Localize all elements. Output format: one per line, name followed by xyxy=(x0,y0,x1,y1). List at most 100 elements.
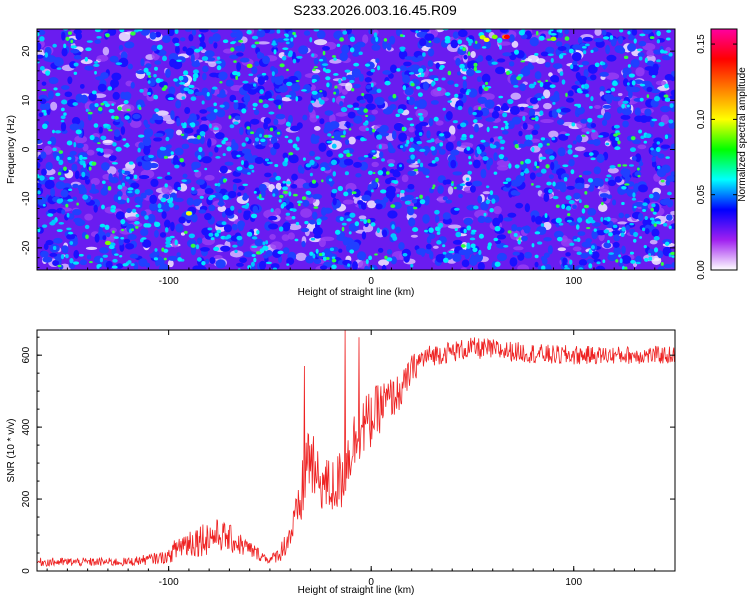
heatmap-blob-core xyxy=(285,94,292,98)
heatmap-blob xyxy=(118,57,129,68)
heatmap-blob xyxy=(347,111,356,119)
heatmap-blob xyxy=(638,161,644,167)
heatmap-blob-core xyxy=(266,161,273,165)
colorbar-label: Normalized spectral amplitude xyxy=(737,67,748,202)
heatmap-blob xyxy=(182,173,188,179)
heatmap-peak xyxy=(399,34,404,37)
heatmap-blob xyxy=(529,172,536,180)
heatmap-blob xyxy=(69,150,77,156)
heatmap-blob-core xyxy=(603,217,609,221)
heatmap-blob-core xyxy=(429,68,433,72)
heatmap-peak xyxy=(238,39,244,43)
heatmap-blob-core xyxy=(563,267,571,270)
heatmap-blob xyxy=(137,200,143,209)
heatmap-blob-core xyxy=(522,115,526,122)
heatmap-blob-core xyxy=(601,62,606,66)
heatmap-light-patch xyxy=(600,108,606,116)
heatmap-blob-core xyxy=(84,224,90,230)
heatmap-blob-core xyxy=(639,236,643,239)
heatmap-blob xyxy=(632,139,641,145)
heatmap-blob-core xyxy=(111,162,118,165)
heatmap-peak xyxy=(537,80,542,83)
heatmap-light-patch xyxy=(470,51,476,59)
heatmap-violet-patch xyxy=(270,241,283,250)
heatmap-blob-core xyxy=(146,71,151,76)
heatmap-blob xyxy=(516,143,527,148)
heatmap-blob xyxy=(386,42,392,51)
heatmap-blob xyxy=(602,104,612,109)
heatmap-blob-core xyxy=(433,116,439,122)
heatmap-blob-core xyxy=(115,62,123,66)
heatmap-blob-core xyxy=(503,245,509,248)
heatmap-blob-core xyxy=(260,138,266,143)
heatmap-blob-core xyxy=(346,149,350,155)
heatmap-blob-core xyxy=(651,118,658,122)
heatmap-blob-core xyxy=(638,129,643,134)
heatmap-blob xyxy=(204,188,214,195)
heatmap-blob-core xyxy=(397,108,404,114)
heatmap-blob-core xyxy=(490,144,497,149)
heatmap-blob xyxy=(486,160,491,171)
heatmap-blob-core xyxy=(619,258,623,264)
heatmap-blob-core xyxy=(302,157,306,161)
heatmap-peak xyxy=(331,136,335,139)
heatmap-blob xyxy=(350,241,360,252)
heatmap-blob-core xyxy=(341,222,347,226)
heatmap-blob xyxy=(371,44,381,51)
heatmap-blob xyxy=(407,170,417,176)
heatmap-peak xyxy=(617,163,622,168)
heatmap-blob xyxy=(633,79,644,85)
heatmap-blob-core xyxy=(280,203,285,209)
heatmap-blob-core xyxy=(447,100,452,103)
heatmap-peak xyxy=(131,228,134,232)
heatmap-blob xyxy=(509,61,515,67)
heatmap-blob xyxy=(603,111,611,121)
heatmap-blob xyxy=(161,211,167,219)
heatmap-blob xyxy=(262,55,270,65)
heatmap-blob-core xyxy=(37,190,41,195)
heatmap-blob xyxy=(195,59,200,67)
heatmap-blob-core xyxy=(305,190,312,196)
heatmap-blob xyxy=(450,149,460,156)
heatmap-blob xyxy=(503,217,513,222)
heatmap-blob xyxy=(162,148,173,157)
heatmap-blob xyxy=(316,30,326,39)
heatmap-blob-core xyxy=(534,254,539,259)
heatmap-blob xyxy=(165,144,172,149)
y-tick-label: 200 xyxy=(21,490,32,507)
heatmap-blob-core xyxy=(45,70,51,76)
heatmap-blob-core xyxy=(658,121,665,127)
heatmap-blob-core xyxy=(283,33,289,36)
heatmap-blob xyxy=(126,208,132,214)
heatmap-blob xyxy=(574,182,585,190)
heatmap-violet-patch xyxy=(287,232,295,240)
heatmap-blob xyxy=(209,257,216,264)
heatmap-blob-core xyxy=(344,171,349,176)
heatmap-blob-core xyxy=(60,119,65,123)
heatmap-peak xyxy=(650,207,654,212)
heatmap-blob xyxy=(480,168,487,179)
heatmap-blob xyxy=(72,208,82,216)
heatmap-peak xyxy=(565,92,568,98)
heatmap-blob xyxy=(204,50,215,58)
heatmap-blob-core xyxy=(547,53,554,57)
heatmap-violet-patch xyxy=(591,130,599,141)
heatmap-blob xyxy=(204,213,212,221)
heatmap-blob xyxy=(452,31,459,39)
heatmap-blob xyxy=(140,58,145,67)
colorbar-tick-label: 0.00 xyxy=(696,260,707,280)
heatmap-peak xyxy=(57,171,62,176)
heatmap-blob xyxy=(402,74,410,84)
heatmap-blob xyxy=(346,29,353,35)
heatmap-blob xyxy=(543,192,550,202)
heatmap-blob-core xyxy=(360,137,365,142)
heatmap-blob-core xyxy=(609,35,614,40)
heatmap-peak xyxy=(367,218,371,224)
heatmap-blob-core xyxy=(588,152,594,156)
heatmap-blob xyxy=(382,70,392,75)
heatmap-blob xyxy=(562,257,568,264)
heatmap-blob-core xyxy=(67,231,74,235)
heatmap-blob-core xyxy=(473,119,478,124)
heatmap-blob-core xyxy=(505,122,509,126)
heatmap-blob xyxy=(381,264,387,270)
